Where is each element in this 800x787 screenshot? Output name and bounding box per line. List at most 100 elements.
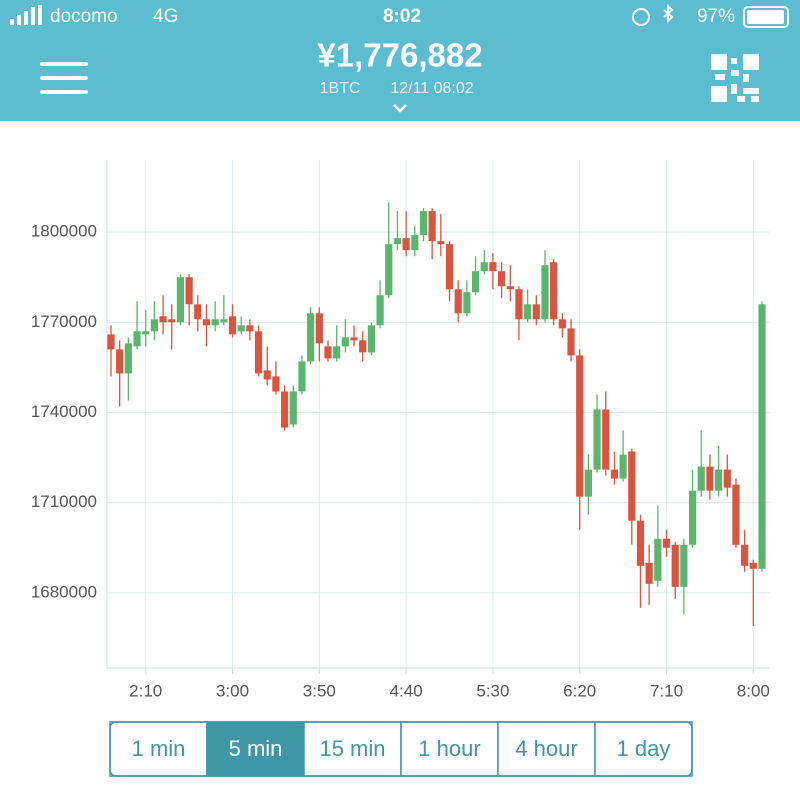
candle-body [480,262,488,272]
y-tick-label: 1770000 [31,312,97,331]
candle-body [272,376,280,392]
candle-body [532,304,540,320]
candle-body [281,391,289,428]
candle-body [185,277,193,305]
candle-body [619,454,627,479]
y-tick-label: 1800000 [31,222,97,241]
battery-fill [747,10,784,24]
candle-body [593,409,601,470]
candle-body [489,262,497,272]
candle-body [168,319,176,323]
candle-body [610,469,619,479]
candle-body [289,391,297,425]
candle-body [558,319,566,329]
candle-body [254,331,263,374]
candle-body [341,337,349,347]
candle-body [333,346,341,359]
candle-body [671,544,679,587]
candle-body [402,238,410,251]
x-tick-label: 8:00 [737,681,770,700]
interval-label[interactable]: 15 min [319,736,385,761]
chart: 1680000 1710000 1740000 1770000 1800000 2:10 3… [31,160,770,700]
dropdown-chevron[interactable] [393,104,407,113]
price: ¥1,776,882 [317,37,482,74]
candle-body [176,277,185,323]
carrier: docomo [50,6,118,27]
x-tick-label: 3:50 [303,681,336,700]
candle-body [567,328,575,356]
candle-body [419,211,428,236]
candle-body [263,370,271,380]
candle-body [124,343,132,374]
candle-body [471,271,480,293]
candle-body [194,304,202,320]
candle-body [211,319,219,326]
candle-body [645,562,653,584]
signal-icon [10,5,42,25]
battery-icon [743,6,789,28]
candle-body [315,313,323,344]
interval-label[interactable]: 1 min [132,736,186,761]
interval-label[interactable]: 1 day [617,736,671,761]
candle-body [228,316,237,335]
interval-frame [109,721,693,777]
candle-body [654,538,662,581]
candle-body [550,262,558,320]
candle-body [636,520,645,566]
interval-label[interactable]: 5 min [229,736,283,761]
qr-button[interactable] [711,54,759,102]
candle-body [202,319,211,326]
header-bg [0,0,800,121]
candle-body [515,289,523,320]
candle-body [524,304,532,320]
x-tick-label: 6:20 [563,681,596,700]
candle-body [393,238,402,245]
candle-body [541,265,549,320]
x-tick-label: 3:00 [216,681,249,700]
y-tick-label: 1710000 [31,492,97,511]
candle-body [628,451,636,521]
candle-body [246,325,254,332]
candle-body [758,304,766,569]
y-tick-label: 1680000 [31,582,97,601]
interval-selector: 1 min 5 min 15 min 1 hour 4 hour 1 day [109,721,693,777]
interval-label[interactable]: 1 hour [418,736,480,761]
clock: 8:02 [383,6,421,27]
candle-body [428,211,436,242]
candle-body [350,337,358,341]
candle-body [662,538,671,548]
candle-body [159,316,167,323]
candle-body [116,349,124,374]
lock-icon [632,8,650,26]
candle-body [680,544,688,587]
interval-label[interactable]: 4 hour [515,736,577,761]
candle-body [411,235,419,251]
candle-body [706,466,714,491]
candle-body [237,325,245,332]
candle-body [688,490,697,545]
candle-body [697,466,705,491]
interval-button[interactable] [109,721,208,777]
network: 4G [153,6,178,27]
candle-body [107,334,115,350]
menu-button[interactable] [40,62,88,94]
candle-body [715,469,723,491]
candle-body [359,340,367,353]
candle-body [220,319,228,323]
unit: 1BTC [320,80,361,97]
candle-body [376,295,384,326]
candle-body [307,313,315,362]
candle-body [133,331,141,347]
candle-body [741,544,749,566]
candle-body [463,292,471,314]
candle-body [454,289,462,314]
candle-body [324,346,332,359]
candle-body [732,484,740,545]
x-tick-label: 4:40 [390,681,423,700]
candle-body [367,325,375,353]
candle-body [584,469,592,497]
candle-body [385,244,393,296]
x-tick-label: 5:30 [476,681,509,700]
